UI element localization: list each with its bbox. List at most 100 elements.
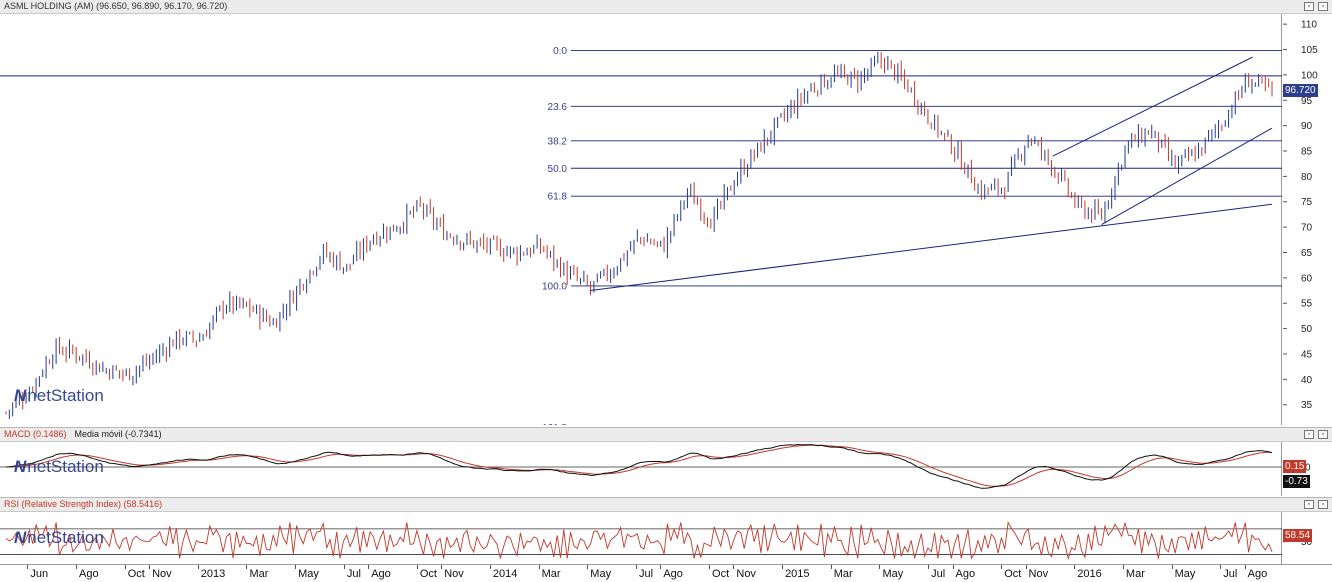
macd-minimize-button[interactable]: ▫ xyxy=(1304,430,1314,439)
x-axis-label: Jul xyxy=(639,568,654,580)
x-axis-label: May xyxy=(298,568,319,580)
rsi-y-axis[interactable]: 50 58.54 xyxy=(1283,512,1332,565)
minimize-button[interactable]: ▫ xyxy=(1304,2,1314,11)
x-axis-tick xyxy=(27,565,29,569)
channel-lower-line xyxy=(1101,127,1273,226)
macd-chart-svg xyxy=(0,443,1282,489)
x-axis-tick xyxy=(149,565,151,569)
x-axis-label: Jul xyxy=(346,568,361,580)
price-y-tick-label: 70 xyxy=(1301,223,1313,234)
macd-signal-line xyxy=(6,444,1273,487)
x-axis-label: Mar xyxy=(249,568,269,580)
macd-line xyxy=(5,443,1273,489)
rsi-close-button[interactable]: ▫ xyxy=(1318,500,1328,509)
macd-pane: MACD (0.1486) Media móvil (-0.7341) ▫ ▫ N… xyxy=(0,427,1332,496)
macd-y-axis[interactable]: 0 0.15 -0.73 xyxy=(1283,442,1332,496)
watermark-text: netStation xyxy=(27,386,104,405)
macd-plot-area[interactable]: NnetStation xyxy=(0,442,1282,496)
macd-last-tag: 0.15 xyxy=(1283,460,1307,473)
x-axis-label: Nov xyxy=(1028,568,1049,580)
rsi-pane-header: RSI (Relative Strength Index) (58.5416) … xyxy=(0,498,1332,512)
x-axis-tick xyxy=(782,565,784,569)
price-y-tick-label: 55 xyxy=(1301,299,1313,310)
netstation-watermark-rsi: NnetStation xyxy=(14,528,104,548)
rsi-chart-svg xyxy=(0,520,1282,561)
x-axis-label: 2014 xyxy=(492,568,518,580)
rsi-y-tick-label: 50 xyxy=(1301,537,1313,548)
price-y-axis[interactable]: 35 40 45 50 55 60 65 70 75 80 85 90 95 100 105 110 96.7… xyxy=(1283,14,1332,425)
price-y-tick-label: 80 xyxy=(1301,172,1313,183)
x-axis-tick xyxy=(1074,565,1076,569)
x-axis-label: Ago xyxy=(79,568,99,580)
x-axis-tick xyxy=(928,565,930,569)
x-axis-tick xyxy=(489,565,491,569)
x-axis-tick xyxy=(343,565,345,569)
x-axis-tick xyxy=(368,565,370,569)
x-axis-label: Mar xyxy=(833,568,853,580)
x-axis-label: Nov xyxy=(152,568,172,580)
x-axis-label: Mar xyxy=(1125,568,1145,580)
channel-upper-line xyxy=(1052,56,1253,157)
x-axis-label: 2015 xyxy=(785,568,810,580)
time-x-axis[interactable]: Jun Ago Oct Nov 2013 Mar May Jul Ago Oct Nov 2014 Ma… xyxy=(0,564,1332,582)
x-axis-tick xyxy=(1001,565,1003,569)
macd-close-button[interactable]: ▫ xyxy=(1318,430,1328,439)
x-axis-tick xyxy=(124,565,126,569)
netstation-logo-icon: N xyxy=(14,386,27,405)
fibonacci-label: 100.0 xyxy=(542,281,567,292)
x-axis-label: Mar xyxy=(541,568,561,580)
price-chart-svg: 0.0 23.6 38.2 50.0 61.8 100.0 161.8 xyxy=(0,46,1282,425)
x-axis-tick xyxy=(1220,565,1222,569)
x-axis-label: Jul xyxy=(931,568,946,580)
close-button[interactable]: ▫ xyxy=(1318,2,1328,11)
x-axis-tick xyxy=(879,565,881,569)
price-y-axis-svg: 35 40 45 50 55 60 65 70 75 80 85 90 95 100 105 110 xyxy=(1283,20,1318,411)
x-axis-tick xyxy=(441,565,443,569)
rsi-pane-title: RSI (Relative Strength Index) (58.5416) xyxy=(4,499,162,509)
fibonacci-label: 38.2 xyxy=(548,136,568,147)
price-y-tick-label: 35 xyxy=(1301,400,1313,411)
price-y-tick-label: 60 xyxy=(1301,273,1313,284)
price-pane-title: ASML HOLDING (AM) (96.650, 96.890, 96.17… xyxy=(4,1,227,11)
price-y-tick-label: 105 xyxy=(1301,45,1318,56)
netstation-logo-icon: N xyxy=(14,528,27,547)
x-axis-tick xyxy=(733,565,735,569)
x-axis-tick xyxy=(246,565,248,569)
rsi-plot-area[interactable]: NnetStation xyxy=(0,512,1282,565)
watermark-text: netStation xyxy=(27,528,104,547)
price-plot-area[interactable]: 0.0 23.6 38.2 50.0 61.8 100.0 161.8 NnetStatio… xyxy=(0,14,1282,425)
last-price-tag: 96.720 xyxy=(1283,84,1318,97)
netstation-watermark-macd: NnetStation xyxy=(14,457,104,477)
x-axis-tick xyxy=(830,565,832,569)
macd-y-tick-label: 0 xyxy=(1305,463,1311,474)
rsi-last-tag: 58.54 xyxy=(1283,529,1313,542)
x-axis-label: Oct xyxy=(1004,568,1022,580)
price-pane: ASML HOLDING (AM) (96.650, 96.890, 96.17… xyxy=(0,0,1332,425)
macd-signal-title-text: Media móvil (-0.7341) xyxy=(74,429,162,439)
netstation-logo-icon: N xyxy=(14,457,27,476)
price-y-tick-label: 110 xyxy=(1301,20,1317,31)
x-axis-label: Oct xyxy=(419,568,437,580)
x-axis-tick xyxy=(1025,565,1027,569)
price-y-tick-label: 95 xyxy=(1301,96,1313,107)
x-axis-tick xyxy=(76,565,78,569)
macd-signal-last-tag: -0.73 xyxy=(1283,475,1310,488)
rsi-minimize-button[interactable]: ▫ xyxy=(1304,500,1314,509)
price-y-tick-label: 90 xyxy=(1301,121,1313,132)
x-axis-label: Jul xyxy=(1223,568,1238,580)
x-axis-tick xyxy=(660,565,662,569)
fibonacci-label: 50.0 xyxy=(548,164,568,175)
fibonacci-label: 61.8 xyxy=(548,192,568,203)
x-axis-tick xyxy=(197,565,199,569)
x-axis-label: May xyxy=(882,568,904,580)
price-y-tick-label: 65 xyxy=(1301,248,1313,259)
x-axis-label: 2013 xyxy=(200,568,226,580)
rsi-title-text: RSI (Relative Strength Index) (58.5416) xyxy=(4,499,163,509)
x-axis-label: Ago xyxy=(371,568,391,580)
fibonacci-label: 161.8 xyxy=(542,423,567,425)
fibonacci-label: 0.0 xyxy=(553,46,567,57)
price-y-tick-label: 100 xyxy=(1301,70,1318,81)
price-title-text: ASML HOLDING (AM) (96.650, 96.890, 96.17… xyxy=(4,1,228,11)
price-y-tick-label: 75 xyxy=(1301,197,1313,208)
